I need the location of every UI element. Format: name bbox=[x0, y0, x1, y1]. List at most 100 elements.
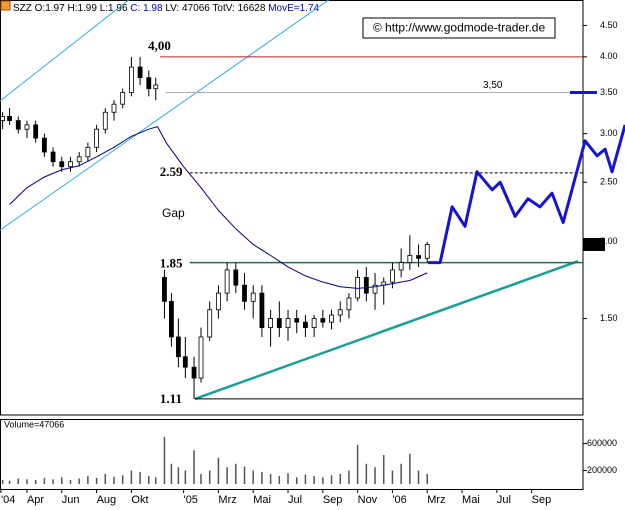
volume-bar bbox=[52, 479, 54, 484]
x-tick-label: Nov bbox=[358, 494, 378, 506]
trendline bbox=[0, 0, 130, 102]
candle-body bbox=[207, 309, 213, 338]
volume-bar bbox=[243, 466, 246, 484]
last-price-tag bbox=[583, 237, 605, 251]
x-tick-label: '04 bbox=[1, 494, 15, 506]
volume-bar bbox=[26, 479, 28, 484]
candle-body bbox=[175, 336, 181, 358]
candle-body bbox=[85, 146, 91, 158]
projection-line bbox=[428, 124, 625, 265]
volume-bar bbox=[313, 475, 315, 484]
volume-bar bbox=[295, 477, 298, 484]
volume-bar bbox=[339, 473, 341, 484]
x-tick-label: '05 bbox=[184, 494, 198, 506]
header-close: C: 1.98 bbox=[130, 3, 163, 14]
annotation: Gap bbox=[162, 206, 185, 220]
candle-body bbox=[372, 284, 378, 294]
candle-body bbox=[285, 318, 291, 329]
volume-tick-label: 200000 bbox=[587, 465, 617, 475]
volume-bar bbox=[365, 463, 368, 484]
candle-body bbox=[216, 292, 221, 311]
volume-panel bbox=[0, 419, 584, 490]
level-label: 1.11 bbox=[160, 391, 182, 406]
candle-body bbox=[146, 77, 152, 90]
price-panel bbox=[0, 0, 584, 416]
volume-bar bbox=[261, 471, 263, 484]
candle-body bbox=[320, 318, 326, 323]
y-tick-label: 4.50 bbox=[600, 20, 618, 30]
volume-bar bbox=[200, 473, 202, 484]
header-volume: LV: 47066 TotV: 16628 bbox=[165, 3, 266, 14]
candle-body bbox=[76, 156, 82, 163]
x-tick-label: Jun bbox=[62, 494, 80, 506]
volume-bar bbox=[139, 471, 141, 484]
candle-body bbox=[111, 103, 117, 113]
volume-bar bbox=[304, 474, 307, 484]
candle-body bbox=[268, 318, 274, 329]
candle-body bbox=[416, 255, 421, 259]
candle-body bbox=[276, 318, 282, 329]
candle-body bbox=[33, 124, 39, 139]
copyright-box bbox=[362, 17, 556, 39]
candle-body bbox=[41, 137, 47, 153]
volume-bar bbox=[226, 467, 228, 484]
volume-bar bbox=[69, 479, 72, 484]
x-tick-label: Jul bbox=[288, 494, 302, 506]
volume-bar bbox=[17, 478, 20, 484]
y-tick-label: 1.50 bbox=[600, 313, 618, 323]
last-price-label: 1.98 bbox=[585, 239, 603, 249]
y-tick-label: 3.50 bbox=[600, 87, 618, 97]
volume-bar bbox=[155, 477, 157, 484]
candle-body bbox=[153, 84, 159, 90]
volume-tick-label: 600000 bbox=[587, 438, 617, 448]
candle-body bbox=[198, 336, 204, 379]
volume-bar bbox=[235, 463, 237, 484]
volume-bar bbox=[330, 475, 333, 484]
moving-average bbox=[9, 126, 428, 289]
x-tick-label: Okt bbox=[131, 494, 148, 506]
candle-body bbox=[128, 66, 134, 93]
candle-body bbox=[137, 66, 143, 79]
y-tick-label: 3.00 bbox=[600, 128, 618, 138]
volume-bar bbox=[356, 444, 359, 484]
volume-bar bbox=[34, 479, 37, 484]
candle-body bbox=[294, 318, 300, 323]
volume-bar bbox=[1, 479, 4, 484]
candle-body bbox=[68, 161, 73, 168]
volume-bar bbox=[78, 478, 80, 484]
volume-bar bbox=[382, 455, 385, 484]
x-tick-label: Mrz bbox=[218, 494, 236, 506]
volume-bar bbox=[95, 477, 98, 484]
candle-body bbox=[182, 356, 188, 368]
candle-body bbox=[24, 124, 30, 130]
level-label: 3,50 bbox=[483, 80, 503, 91]
x-tick-label: Sep bbox=[532, 494, 552, 506]
volume-bar bbox=[426, 473, 428, 484]
volume-bar bbox=[170, 463, 173, 484]
header-ma: MovE=1.74 bbox=[268, 3, 319, 14]
candle-body bbox=[233, 269, 239, 286]
volume-bar bbox=[322, 477, 324, 484]
volume-bar bbox=[417, 470, 420, 484]
volume-bar bbox=[43, 477, 46, 484]
candle-body bbox=[102, 111, 108, 130]
candle-body bbox=[169, 300, 174, 338]
candle-body bbox=[15, 120, 21, 130]
volume-bar bbox=[278, 475, 281, 484]
volume-bar bbox=[104, 473, 107, 484]
candle-body bbox=[346, 297, 352, 311]
volume-bar bbox=[61, 477, 63, 484]
candle-body bbox=[407, 255, 413, 264]
candle-body bbox=[7, 115, 12, 121]
level-label: 2.59 bbox=[160, 164, 183, 179]
candle-body bbox=[0, 115, 6, 121]
volume-bar bbox=[391, 470, 394, 484]
x-tick-label: Apr bbox=[27, 494, 44, 506]
candle-body bbox=[191, 366, 197, 379]
y-tick-label: 2.50 bbox=[600, 177, 618, 187]
candle-body bbox=[390, 269, 395, 283]
volume-bar bbox=[148, 475, 150, 484]
plot-area bbox=[0, 0, 583, 401]
level-label: 4,00 bbox=[148, 38, 171, 53]
